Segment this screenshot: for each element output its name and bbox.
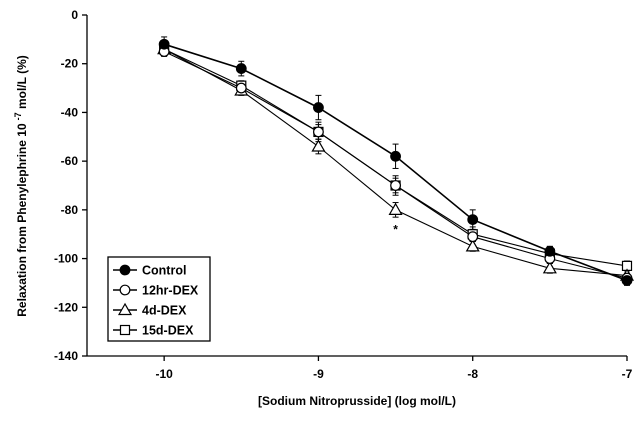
legend-label: 15d-DEX xyxy=(142,324,194,338)
data-point xyxy=(390,180,401,191)
data-point xyxy=(158,38,170,50)
y-axis-label-suffix: mol/L (%) xyxy=(15,55,29,112)
y-axis-label: Relaxation from Phenylephrine 10 -7 mol/L… xyxy=(13,55,29,317)
data-point xyxy=(467,214,479,226)
y-ticks: 0 -20 -40 -60 -80 -100 -120 -140 xyxy=(54,8,87,363)
legend-item-15d-dex: 15d-DEX xyxy=(113,324,194,338)
y-tick-label: 0 xyxy=(71,8,78,22)
legend-label: Control xyxy=(142,264,186,278)
data-point xyxy=(235,63,247,74)
x-tick-label: -10 xyxy=(155,367,173,381)
data-point xyxy=(388,202,403,215)
legend-item-12hr-dex: 12hr-DEX xyxy=(113,284,199,298)
data-point xyxy=(621,275,633,286)
y-tick-label: -100 xyxy=(54,252,78,266)
data-point xyxy=(313,126,324,138)
legend-marker xyxy=(119,324,131,336)
y-tick-label: -20 xyxy=(61,57,79,71)
legend-item-4d-dex: 4d-DEX xyxy=(113,302,187,318)
annotations: * xyxy=(393,222,398,236)
legend-label: 4d-DEX xyxy=(142,304,187,318)
data-point xyxy=(542,261,557,274)
x-tick-label: -9 xyxy=(313,367,324,381)
x-axis-label: [Sodium Nitroprusside] (log mol/L) xyxy=(258,394,456,408)
data-point xyxy=(390,150,401,162)
legend-label: 12hr-DEX xyxy=(142,284,199,298)
data-point xyxy=(467,231,479,243)
x-ticks: -10 -9 -8 -7 xyxy=(155,356,633,381)
x-tick-label: -8 xyxy=(467,367,478,381)
series-layer xyxy=(157,36,635,286)
data-point xyxy=(465,239,480,252)
y-tick-label: -40 xyxy=(61,105,79,119)
legend-marker xyxy=(119,264,131,276)
y-tick-label: -80 xyxy=(61,203,79,217)
y-axis-label-main: Relaxation from Phenylephrine 10 xyxy=(15,123,29,317)
y-tick-label: -60 xyxy=(61,154,79,168)
legend-marker xyxy=(117,302,133,316)
data-point xyxy=(313,102,324,113)
legend-marker xyxy=(119,284,131,296)
y-tick-label: -140 xyxy=(54,349,78,363)
y-tick-label: -120 xyxy=(54,300,78,314)
data-point xyxy=(311,139,326,152)
markers-control xyxy=(158,38,633,286)
data-point xyxy=(544,245,556,257)
y-axis-label-exponent: -7 xyxy=(13,112,23,120)
data-point xyxy=(235,82,247,94)
x-tick-label: -7 xyxy=(622,367,633,381)
legend: Control 12hr-DEX 4d-DEX 15d-DEX xyxy=(107,256,211,342)
significance-marker: * xyxy=(393,222,398,236)
legend-item-control: Control xyxy=(113,264,186,278)
